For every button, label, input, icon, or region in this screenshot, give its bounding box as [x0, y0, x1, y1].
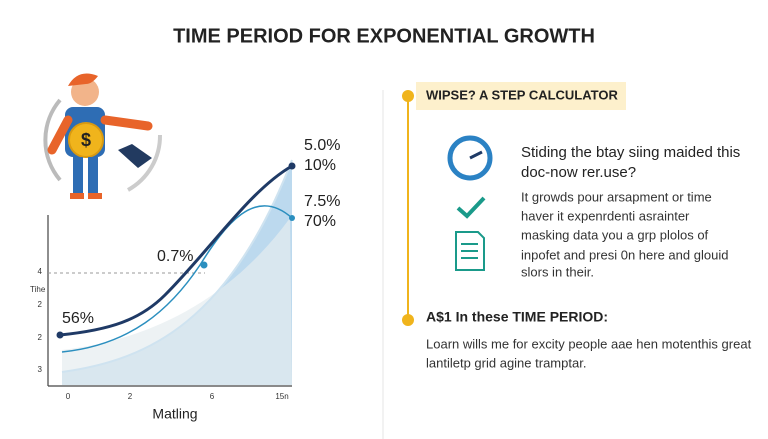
- annotation: 10%: [304, 157, 336, 174]
- clock-icon: [447, 135, 493, 181]
- timeline-dot: [402, 314, 414, 326]
- x-label: 0: [66, 392, 71, 401]
- annotation: 56%: [62, 310, 94, 327]
- paragraph: slors in their.: [521, 264, 594, 279]
- svg-text:$: $: [81, 130, 91, 150]
- check-icon: [456, 196, 486, 219]
- annotation: 70%: [304, 213, 336, 230]
- question: doc-now rer.use?: [521, 164, 636, 181]
- paragraph: It growds pour arsapment or time: [521, 189, 712, 204]
- section-text: lantiletp grid agine tramptar.: [426, 355, 586, 370]
- paragraph: haver it expenrdenti asrainter: [521, 208, 690, 223]
- y-axis-title: Tihe: [30, 285, 46, 294]
- section-text: Loarn wills me for excity people aae hen…: [426, 336, 752, 351]
- paragraph: inpofet and presi 0n here and glouid: [521, 247, 728, 262]
- y-label: 2: [38, 300, 43, 309]
- x-label: 6: [210, 392, 215, 401]
- chart: Tihe 4 2 2 3 0 2 6 15n Matling 5.0% 10% …: [30, 137, 340, 421]
- title: TIME PERIOD FOR EXPONENTIAL GROWTH: [173, 25, 595, 47]
- banner: WIPSE? A STEP CALCULATOR: [426, 87, 618, 102]
- annotation: 0.7%: [157, 248, 193, 265]
- paragraph: masking data you a grp plolos of: [521, 227, 709, 242]
- y-label: 4: [38, 267, 43, 276]
- x-label: 15n: [275, 392, 288, 401]
- x-axis-title: Matling: [152, 406, 197, 422]
- illustration: $: [43, 73, 163, 199]
- document-icon: [455, 231, 485, 271]
- annotation: 5.0%: [304, 137, 340, 154]
- section-title: A$1 In these TIME PERIOD:: [426, 309, 608, 325]
- question: Stiding the btay siing maided this: [521, 144, 740, 161]
- x-label: 2: [128, 392, 133, 401]
- banner-bg: [416, 82, 626, 110]
- y-label: 2: [38, 333, 43, 342]
- annotation: 7.5%: [304, 193, 340, 210]
- y-label: 3: [38, 365, 43, 374]
- timeline-dot: [402, 90, 414, 102]
